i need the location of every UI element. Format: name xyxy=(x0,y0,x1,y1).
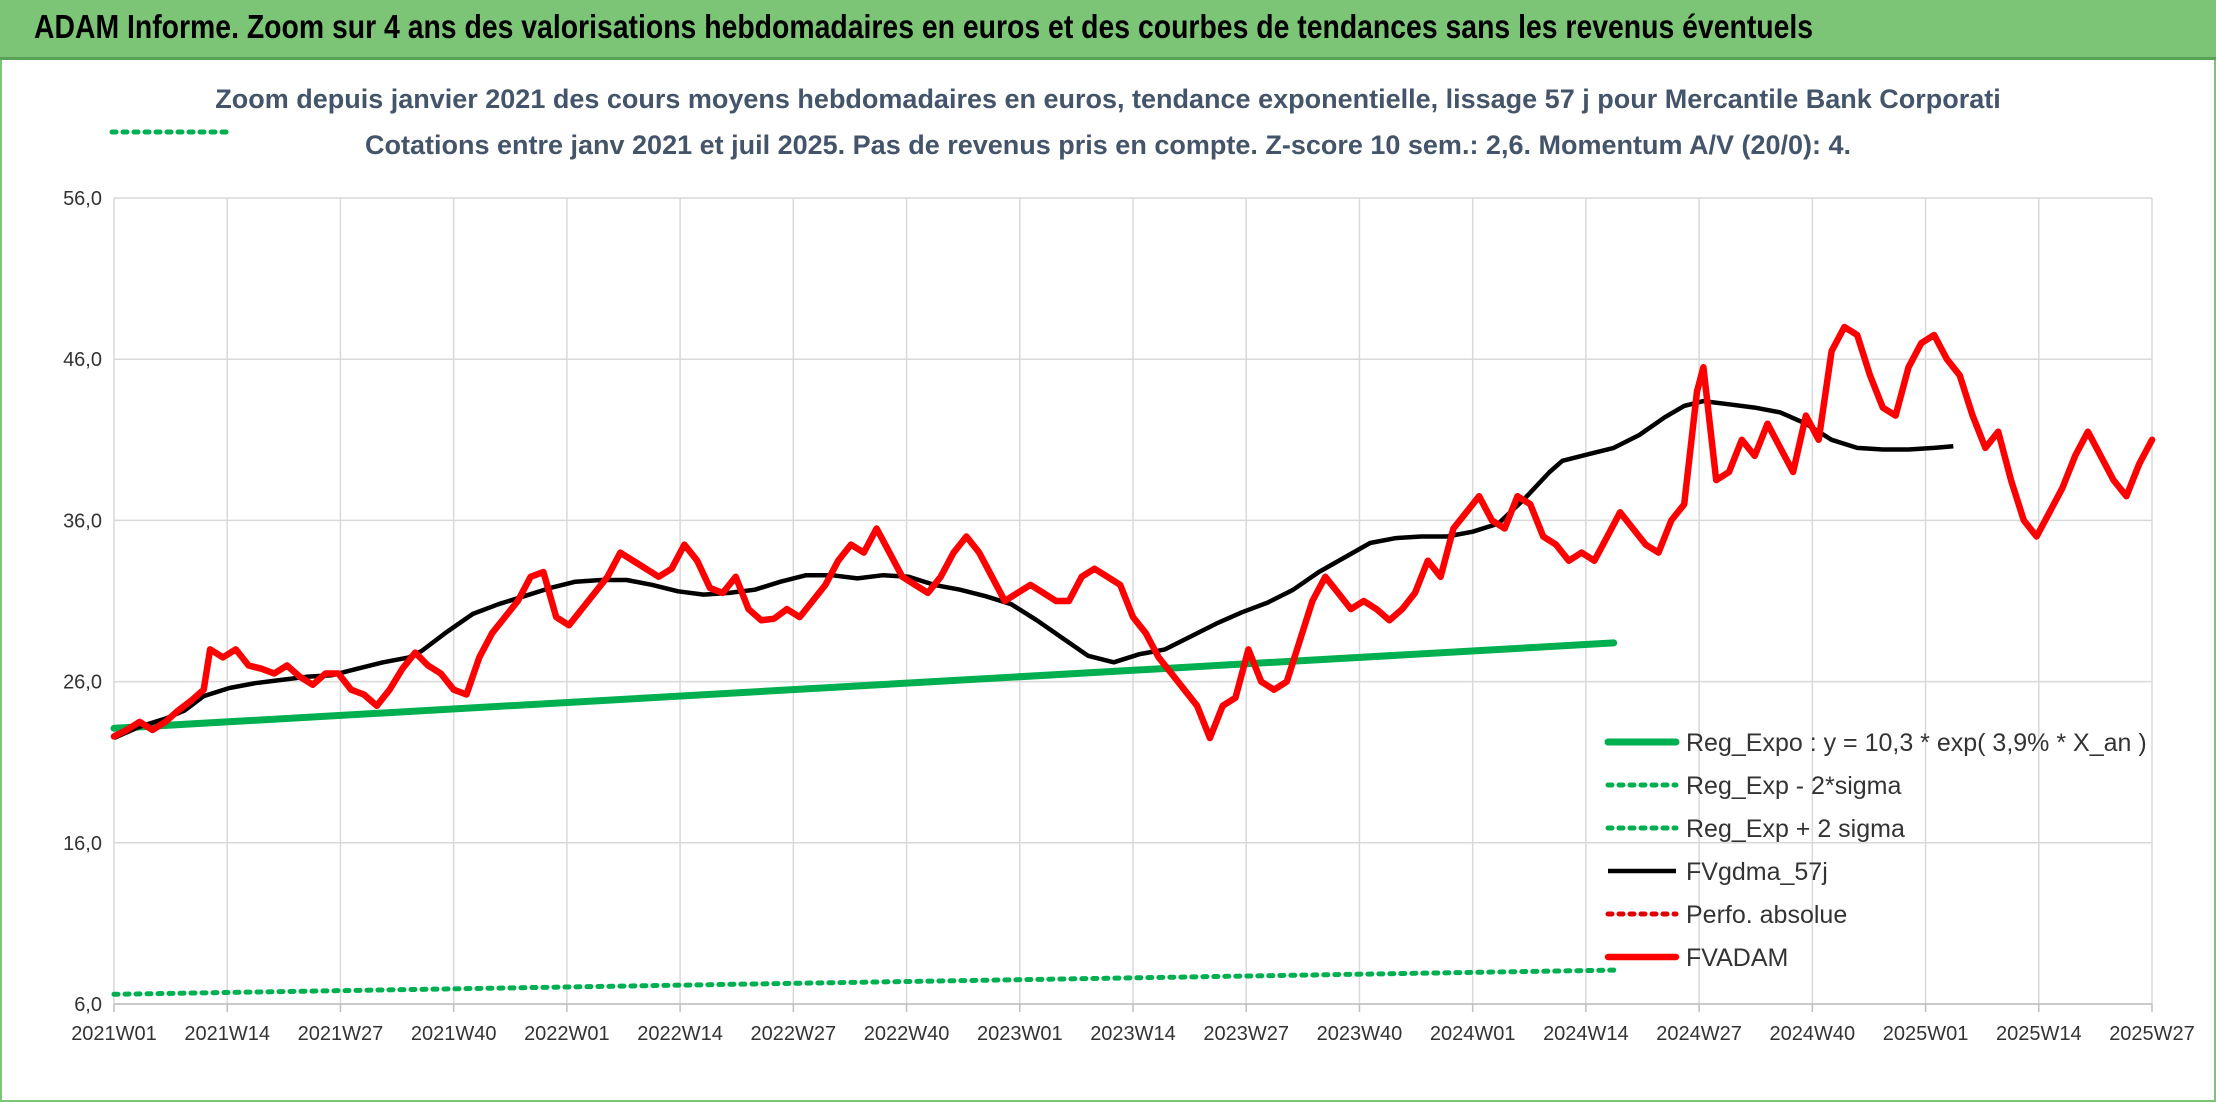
title-backdrop xyxy=(270,70,1946,150)
y-tick-label: 16,0 xyxy=(63,833,102,855)
x-tick-label: 2022W14 xyxy=(637,1023,723,1045)
series-line-6 xyxy=(110,323,2156,742)
x-tick-label: 2023W01 xyxy=(977,1023,1063,1045)
y-tick-label: 46,0 xyxy=(63,349,102,371)
legend-label: Reg_Exp + 2 sigma xyxy=(1686,815,1905,843)
x-tick-label: 2024W01 xyxy=(1430,1023,1516,1045)
x-tick-label: 2025W14 xyxy=(1996,1023,2082,1045)
legend-label: FVADAM xyxy=(1686,944,1788,972)
x-tick-label: 2022W27 xyxy=(751,1023,837,1045)
x-tick-label: 2025W27 xyxy=(2109,1023,2195,1045)
x-tick-label: 2025W01 xyxy=(1883,1023,1969,1045)
x-tick-label: 2023W27 xyxy=(1203,1023,1289,1045)
x-tick-label: 2021W27 xyxy=(298,1023,384,1045)
series-layer xyxy=(109,129,2156,997)
y-tick-label: 56,0 xyxy=(63,188,102,210)
chart-svg: 6,0 16,0 26,0 36,0 46,0 56,0 2021W01 2021W14 202… xyxy=(63,70,2195,1045)
legend-label: Reg_Exp - 2*sigma xyxy=(1686,772,1901,800)
x-tick-label: 2022W40 xyxy=(864,1023,950,1045)
x-tick-label: 2024W40 xyxy=(1770,1023,1856,1045)
legend-label: Perfo. absolue xyxy=(1686,901,1847,929)
report-banner-title: ADAM Informe. Zoom sur 4 ans des valoris… xyxy=(34,8,1814,45)
grid-layer xyxy=(113,197,2153,1005)
x-tick-label: 2022W01 xyxy=(524,1023,610,1045)
x-tick-label: 2021W40 xyxy=(411,1023,497,1045)
chart-subtitle: Cotations entre janv 2021 et juil 2025. … xyxy=(365,130,1851,160)
series-line-2 xyxy=(111,967,1617,997)
x-tick-label: 2024W27 xyxy=(1656,1023,1742,1045)
legend-label: FVgdma_57j xyxy=(1686,858,1828,886)
x-tick-label: 2021W01 xyxy=(71,1023,157,1045)
legend-label: Reg_Expo : y = 10,3 * exp( 3,9% * X_an ) xyxy=(1686,729,2147,757)
series-line-1 xyxy=(110,639,1618,732)
report-banner: ADAM Informe. Zoom sur 4 ans des valoris… xyxy=(0,0,2216,60)
chart-frame: 6,0 16,0 26,0 36,0 46,0 56,0 2021W01 2021W14 202… xyxy=(0,60,2216,1102)
chart-title: Zoom depuis janvier 2021 des cours moyen… xyxy=(215,84,2001,114)
x-tick-label: 2023W14 xyxy=(1090,1023,1176,1045)
y-tick-label: 36,0 xyxy=(63,510,102,532)
x-tick-label: 2021W14 xyxy=(184,1023,270,1045)
legend: Reg_Expo : y = 10,3 * exp( 3,9% * X_an )… xyxy=(1604,729,2147,972)
axis-layer: 6,0 16,0 26,0 36,0 46,0 56,0 2021W01 2021W14 202… xyxy=(63,188,2195,1045)
x-tick-label: 2023W40 xyxy=(1317,1023,1403,1045)
x-tick-label: 2024W14 xyxy=(1543,1023,1629,1045)
y-tick-label: 6,0 xyxy=(74,994,102,1016)
y-tick-label: 26,0 xyxy=(63,672,102,694)
